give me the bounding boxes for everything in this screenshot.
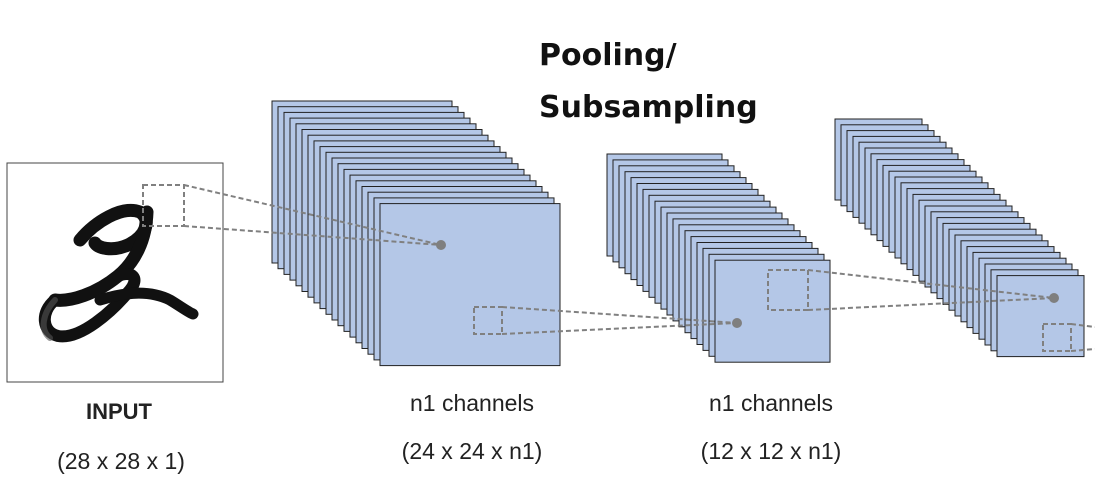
connector-line bbox=[183, 184, 442, 246]
conv2-feature-map-stack bbox=[834, 118, 1085, 358]
connector-line bbox=[807, 269, 1055, 299]
connector-line bbox=[183, 225, 442, 246]
connector-line bbox=[1070, 323, 1095, 328]
connector-line bbox=[1070, 348, 1095, 352]
layer-1-dims: (24 x 24 x n1) bbox=[401, 438, 543, 464]
layer-2-label: n1 channels bbox=[708, 390, 834, 416]
feature-map bbox=[714, 259, 831, 363]
input-receptive-field bbox=[142, 184, 185, 227]
pool-receptive-field bbox=[767, 269, 809, 311]
conv-feature-map-stack bbox=[271, 100, 561, 367]
pool-feature-map-stack bbox=[606, 153, 831, 363]
title-line-1: Pooling/ bbox=[539, 38, 677, 73]
feature-map bbox=[379, 203, 561, 367]
conv-receptive-field bbox=[473, 306, 503, 335]
title-line-2: Subsampling bbox=[539, 90, 758, 125]
diagram-title: Pooling/ Subsampling bbox=[539, 30, 758, 134]
layer-1-label: n1 channels bbox=[409, 390, 535, 416]
layer-2-dims: (12 x 12 x n1) bbox=[700, 438, 842, 464]
conv-node bbox=[436, 240, 446, 250]
connector-line bbox=[807, 297, 1055, 311]
feature-map bbox=[996, 275, 1085, 358]
input-label: INPUT bbox=[86, 399, 152, 424]
conv2-node bbox=[1049, 293, 1059, 303]
connector-lines bbox=[183, 184, 1095, 352]
input-dims: (28 x 28 x 1) bbox=[57, 448, 185, 474]
connector-line bbox=[501, 322, 738, 335]
input-image bbox=[6, 162, 224, 383]
next-receptive-field bbox=[1042, 323, 1072, 352]
connector-line bbox=[501, 306, 738, 324]
pool-node bbox=[732, 318, 742, 328]
